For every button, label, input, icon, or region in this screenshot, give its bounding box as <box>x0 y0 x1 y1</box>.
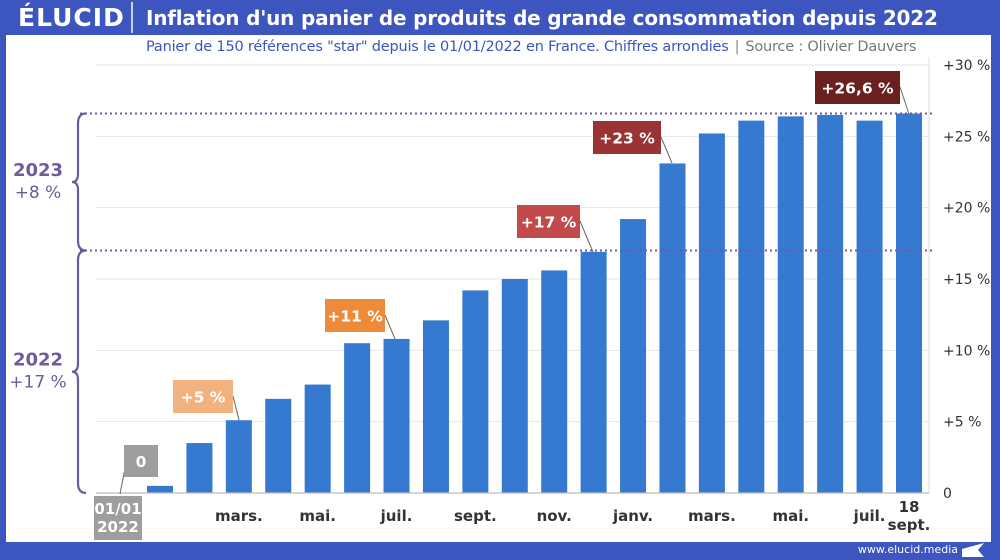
bar <box>422 320 449 493</box>
annotation-box <box>124 445 158 477</box>
bar <box>620 219 647 493</box>
annotation-leader-line <box>579 220 594 253</box>
logo-divider <box>131 2 133 33</box>
x-tick-label: mai. <box>772 507 809 525</box>
bar <box>777 116 804 494</box>
bar <box>225 420 252 493</box>
bar <box>501 279 528 493</box>
bar <box>698 133 725 494</box>
x-tick-label: mars. <box>688 507 736 525</box>
x-tick-label: sept. <box>888 516 931 534</box>
bar <box>541 270 568 493</box>
source-credit: Source : Olivier Dauvers <box>745 39 917 55</box>
chart-subtitle: Panier de 150 références "star" depuis l… <box>146 39 916 55</box>
y-tick-label: +20 % <box>943 201 990 217</box>
subtitle-separator: | <box>734 39 740 55</box>
bar <box>265 398 292 493</box>
x-tick-label: sept. <box>454 507 497 525</box>
period-change-label: +17 % <box>9 373 66 393</box>
elucid-logo: ÉLUCID <box>18 3 125 32</box>
period-year-label: 2022 <box>13 350 63 371</box>
y-tick-label: +10 % <box>943 343 990 359</box>
annotation-box <box>517 205 580 238</box>
x-tick-label: 2022 <box>97 518 139 536</box>
annotation-label: +5 % <box>181 389 226 407</box>
annotation-leader-line <box>660 136 673 164</box>
period-year-label: 2023 <box>13 160 63 181</box>
title-bar: ÉLUCID Inflation d'un panier de produits… <box>0 0 1000 35</box>
bar <box>344 343 371 493</box>
bar <box>896 113 922 494</box>
bar <box>186 443 213 493</box>
x-tick-label: 18 <box>899 498 920 516</box>
x-tick-label: janv. <box>612 507 653 525</box>
y-tick-label: +30 % <box>943 58 990 74</box>
bar <box>147 485 173 493</box>
x-tick-label: 01/01 <box>94 500 141 518</box>
start-date-box <box>94 496 142 540</box>
annotation-box <box>815 71 900 104</box>
annotation-box <box>325 299 385 332</box>
annotation-leader-line <box>232 395 240 421</box>
period-brace <box>71 249 87 495</box>
period-change-label: +8 % <box>15 183 62 203</box>
bar <box>738 120 765 493</box>
annotation-label: +17 % <box>521 214 577 232</box>
annotation-label: +26,6 % <box>821 80 894 98</box>
y-tick-label: 0 <box>943 486 952 502</box>
bar <box>580 251 607 493</box>
footer-url[interactable]: www.elucid.media <box>857 543 958 556</box>
x-tick-label: mai. <box>299 507 336 525</box>
annotation-leader-line <box>899 86 910 115</box>
subtitle-text: Panier de 150 références "star" depuis l… <box>146 39 729 55</box>
annotation-leader-line <box>384 314 396 340</box>
x-tick-label: nov. <box>537 507 572 525</box>
chart-title: Inflation d'un panier de produits de gra… <box>146 6 938 30</box>
x-tick-label: juil. <box>853 507 886 525</box>
bar <box>659 163 686 493</box>
x-tick-label: mars. <box>215 507 263 525</box>
bar <box>304 384 331 493</box>
annotation-box <box>593 121 661 154</box>
period-brace <box>71 112 87 252</box>
y-tick-label: +25 % <box>943 129 990 145</box>
annotation-label: +23 % <box>599 130 655 148</box>
x-tick-label: juil. <box>380 507 413 525</box>
bar <box>383 338 410 493</box>
bar <box>817 114 844 493</box>
annotation-box <box>173 380 233 413</box>
bar <box>462 290 489 493</box>
annotation-label: 0 <box>136 453 147 471</box>
y-tick-label: +5 % <box>943 415 981 431</box>
bar <box>856 120 883 493</box>
annotation-label: +11 % <box>327 308 383 326</box>
y-tick-label: +15 % <box>943 272 990 288</box>
elucid-flag-icon <box>962 543 984 557</box>
